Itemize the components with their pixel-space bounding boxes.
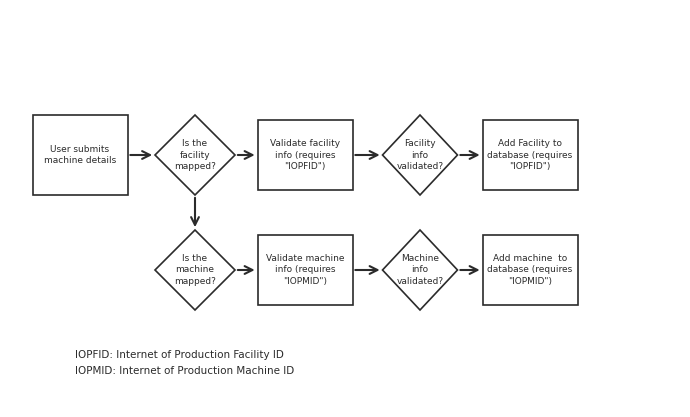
- Text: Machine
info
validated?: Machine info validated?: [397, 254, 444, 286]
- Bar: [482, 235, 578, 305]
- Text: Add machine  to
database (requires
"IOPMID"): Add machine to database (requires "IOPMI…: [487, 254, 573, 286]
- Text: Is the
facility
mapped?: Is the facility mapped?: [174, 139, 216, 171]
- Bar: [257, 120, 353, 190]
- Text: Validate machine
info (requires
"IOPMID"): Validate machine info (requires "IOPMID"…: [266, 254, 344, 286]
- Bar: [482, 120, 578, 190]
- Polygon shape: [382, 115, 457, 195]
- Text: Validate facility
info (requires
"IOPFID"): Validate facility info (requires "IOPFID…: [270, 139, 340, 171]
- Bar: [32, 115, 128, 195]
- Polygon shape: [382, 230, 457, 310]
- Text: Facility
info
validated?: Facility info validated?: [397, 139, 444, 171]
- Bar: [257, 235, 353, 305]
- Text: Add Facility to
database (requires
"IOPFID"): Add Facility to database (requires "IOPF…: [487, 139, 573, 171]
- Text: IOPFID: Internet of Production Facility ID: IOPFID: Internet of Production Facility …: [75, 350, 284, 360]
- Text: User submits
machine details: User submits machine details: [44, 145, 116, 166]
- Text: Is the
machine
mapped?: Is the machine mapped?: [174, 254, 216, 286]
- Text: IOPMID: Internet of Production Machine ID: IOPMID: Internet of Production Machine I…: [75, 366, 294, 376]
- Polygon shape: [155, 115, 235, 195]
- Polygon shape: [155, 230, 235, 310]
